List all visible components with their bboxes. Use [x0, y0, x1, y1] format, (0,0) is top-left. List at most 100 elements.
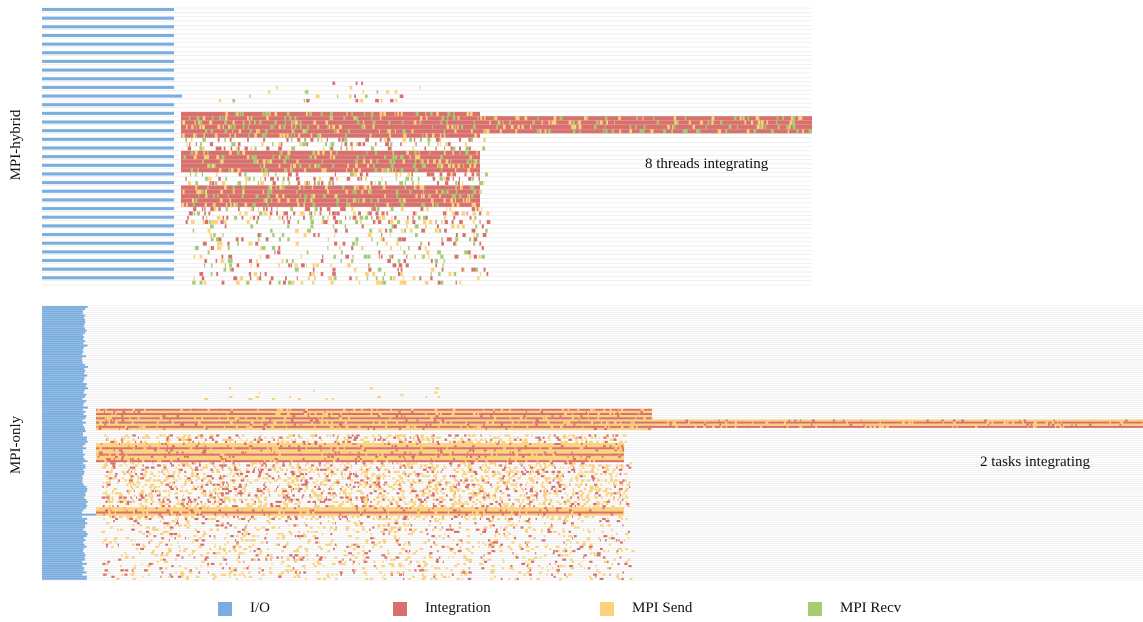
mpi-bar [464, 443, 467, 446]
mpi-bar [586, 455, 588, 458]
mpi-bar [385, 460, 389, 463]
mpi-bar [454, 445, 457, 448]
io-bar [42, 325, 84, 328]
event-mark [468, 496, 473, 499]
event-mark [413, 490, 417, 493]
event-mark [513, 468, 516, 471]
event-mark [298, 434, 300, 437]
mpi-bar [896, 419, 898, 422]
mpi-bar [619, 447, 622, 450]
mpi-bar [109, 449, 112, 452]
event-mark [168, 505, 171, 508]
event-mark [109, 470, 113, 473]
mpi-bar [579, 453, 581, 456]
mpi-bar [397, 419, 400, 422]
mpi-bar [336, 460, 340, 463]
event-mark [320, 438, 323, 441]
integration-bar [475, 159, 478, 164]
integration-bar [415, 155, 419, 160]
event-mark [532, 481, 535, 484]
mpi-bar [167, 410, 170, 413]
event-mark [571, 434, 576, 437]
event-mark [376, 215, 379, 220]
io-bar [42, 565, 83, 567]
event-mark [173, 481, 176, 484]
event-mark [386, 492, 389, 495]
event-mark [565, 485, 567, 488]
mpi-bar [286, 425, 287, 428]
integration-bar [394, 129, 396, 134]
mpi-bar [564, 451, 568, 454]
integration-bar [310, 194, 313, 199]
mpi-bar [490, 453, 494, 456]
event-mark [407, 479, 410, 482]
integration-bar [267, 189, 270, 194]
integration-bar [487, 129, 490, 134]
integration-bar [673, 116, 676, 121]
event-mark [561, 496, 564, 499]
mpi-bar [370, 428, 372, 431]
event-mark [267, 468, 272, 471]
event-mark [390, 246, 392, 250]
event-mark [554, 466, 556, 469]
mpi-bar [132, 408, 135, 411]
event-mark [482, 494, 485, 497]
event-mark [364, 502, 368, 506]
event-mark [367, 254, 371, 259]
mpi-bar [96, 417, 652, 420]
event-mark [480, 434, 482, 437]
mpi-bar [225, 445, 226, 448]
event-mark [492, 494, 495, 497]
event-mark [628, 466, 632, 469]
mpi-bar [703, 425, 706, 428]
event-mark [529, 490, 534, 493]
mpi-bar [336, 449, 339, 452]
mpi-bar [204, 443, 207, 446]
mpi-bar [173, 423, 176, 426]
event-mark [301, 263, 305, 268]
event-mark [402, 434, 406, 437]
event-mark [315, 263, 319, 268]
integration-bar [402, 202, 405, 207]
mpi-bar [590, 408, 593, 411]
event-mark [564, 492, 566, 495]
io-bar [42, 331, 86, 334]
event-mark [396, 470, 400, 473]
event-mark [464, 250, 468, 255]
event-mark [203, 440, 205, 443]
event-mark [398, 263, 403, 268]
mpi-bar [610, 413, 613, 416]
event-mark [504, 464, 507, 467]
event-mark [528, 464, 532, 467]
event-mark [621, 464, 624, 467]
mpi-bar [439, 421, 443, 424]
event-mark [472, 434, 476, 437]
event-mark [519, 505, 521, 508]
event-mark [286, 496, 291, 499]
event-mark [241, 434, 245, 437]
event-mark [305, 485, 308, 488]
event-mark [308, 470, 312, 473]
mpi-bar [263, 423, 266, 426]
mpi-bar [309, 449, 312, 452]
io-bar [42, 532, 88, 535]
mpi-bar [469, 449, 472, 452]
event-mark [255, 220, 258, 224]
event-mark [205, 483, 209, 486]
event-mark [429, 490, 431, 493]
mpi-bar [318, 417, 320, 420]
event-mark [216, 483, 221, 486]
event-mark [484, 470, 488, 473]
integration-bar [314, 163, 317, 168]
event-mark [425, 224, 427, 229]
event-mark [426, 250, 430, 255]
event-mark [441, 267, 444, 272]
event-mark [319, 464, 321, 467]
mpi-bar [305, 447, 308, 450]
event-mark [532, 500, 534, 503]
event-mark [306, 181, 309, 186]
event-mark [277, 436, 281, 439]
event-mark [202, 466, 205, 469]
integration-bar [493, 116, 495, 121]
mpi-bar [129, 417, 131, 420]
